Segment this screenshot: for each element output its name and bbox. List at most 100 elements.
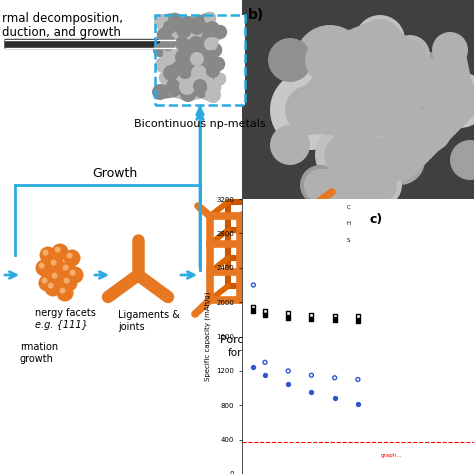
Point: [249, 303, 257, 310]
Point: [331, 312, 338, 319]
Circle shape: [170, 61, 184, 75]
Circle shape: [211, 57, 225, 71]
Text: Growth: Growth: [92, 167, 137, 180]
Circle shape: [270, 125, 310, 165]
Text: Ligaments &: Ligaments &: [118, 310, 180, 320]
Circle shape: [205, 87, 221, 103]
Text: Bicontinuous np-metals: Bicontinuous np-metals: [134, 119, 266, 129]
Text: b): b): [248, 8, 264, 22]
Circle shape: [182, 54, 200, 72]
Circle shape: [157, 27, 173, 43]
Circle shape: [175, 36, 189, 50]
Circle shape: [171, 71, 189, 89]
Circle shape: [63, 264, 69, 271]
Text: Porous structure: Porous structure: [220, 335, 311, 345]
Circle shape: [193, 79, 207, 93]
Point: [261, 372, 269, 379]
Text: joints: joints: [118, 322, 145, 332]
Point: [308, 372, 315, 379]
Circle shape: [190, 52, 204, 66]
Circle shape: [61, 274, 78, 292]
Circle shape: [155, 57, 171, 73]
Point: [354, 317, 362, 325]
Point: [249, 363, 257, 370]
Text: duction, and growth: duction, and growth: [2, 26, 121, 39]
Point: [261, 311, 269, 319]
Circle shape: [175, 49, 191, 65]
Point: [331, 394, 338, 402]
Circle shape: [200, 75, 214, 89]
Circle shape: [432, 32, 468, 68]
Bar: [155, 15, 245, 105]
Circle shape: [179, 79, 195, 95]
Circle shape: [45, 280, 62, 297]
Circle shape: [204, 50, 218, 64]
Circle shape: [390, 50, 450, 110]
Text: H: H: [346, 221, 350, 226]
Circle shape: [70, 270, 75, 275]
Circle shape: [194, 84, 208, 98]
Circle shape: [152, 84, 168, 100]
Text: c): c): [370, 213, 383, 226]
Circle shape: [42, 278, 47, 283]
Point: [354, 400, 362, 407]
Circle shape: [163, 43, 181, 61]
Circle shape: [171, 29, 189, 47]
Point: [284, 314, 292, 321]
Text: graph...: graph...: [381, 453, 402, 458]
Circle shape: [160, 35, 176, 51]
Circle shape: [206, 64, 220, 78]
Circle shape: [64, 249, 81, 266]
Circle shape: [55, 246, 61, 253]
Circle shape: [358, 163, 402, 207]
Circle shape: [201, 31, 215, 45]
Circle shape: [214, 73, 226, 85]
Circle shape: [66, 266, 83, 283]
Circle shape: [192, 44, 208, 60]
Point: [354, 376, 362, 383]
Bar: [242, 0, 474, 200]
Circle shape: [166, 79, 180, 93]
Circle shape: [295, 25, 365, 95]
Point: [331, 374, 338, 382]
Circle shape: [162, 51, 176, 65]
Text: e.g. {111}: e.g. {111}: [35, 320, 88, 330]
Circle shape: [342, 62, 378, 98]
Point: [284, 367, 292, 375]
Circle shape: [270, 70, 350, 150]
FancyArrow shape: [5, 36, 200, 52]
Circle shape: [191, 65, 207, 81]
Point: [354, 312, 362, 320]
Circle shape: [51, 260, 56, 265]
Circle shape: [204, 37, 218, 51]
Circle shape: [342, 87, 398, 143]
Circle shape: [60, 288, 65, 293]
Circle shape: [355, 15, 405, 65]
Circle shape: [187, 27, 203, 43]
Text: rmation: rmation: [20, 342, 58, 352]
Circle shape: [193, 15, 207, 29]
Circle shape: [432, 72, 474, 128]
Point: [284, 380, 292, 388]
Circle shape: [47, 256, 64, 273]
Circle shape: [315, 125, 375, 185]
Circle shape: [186, 70, 202, 86]
Bar: [155, 15, 245, 105]
Point: [308, 316, 315, 323]
Circle shape: [268, 38, 312, 82]
Circle shape: [163, 65, 179, 81]
Circle shape: [36, 259, 53, 276]
Circle shape: [153, 43, 167, 57]
Circle shape: [205, 21, 219, 35]
Circle shape: [196, 59, 212, 75]
Point: [284, 310, 292, 317]
Circle shape: [204, 12, 216, 24]
Circle shape: [52, 273, 58, 279]
Circle shape: [48, 283, 54, 289]
Circle shape: [39, 263, 45, 269]
Text: C: C: [346, 205, 350, 210]
Circle shape: [64, 278, 70, 283]
Circle shape: [375, 135, 425, 185]
Circle shape: [163, 20, 177, 34]
Circle shape: [180, 86, 196, 102]
